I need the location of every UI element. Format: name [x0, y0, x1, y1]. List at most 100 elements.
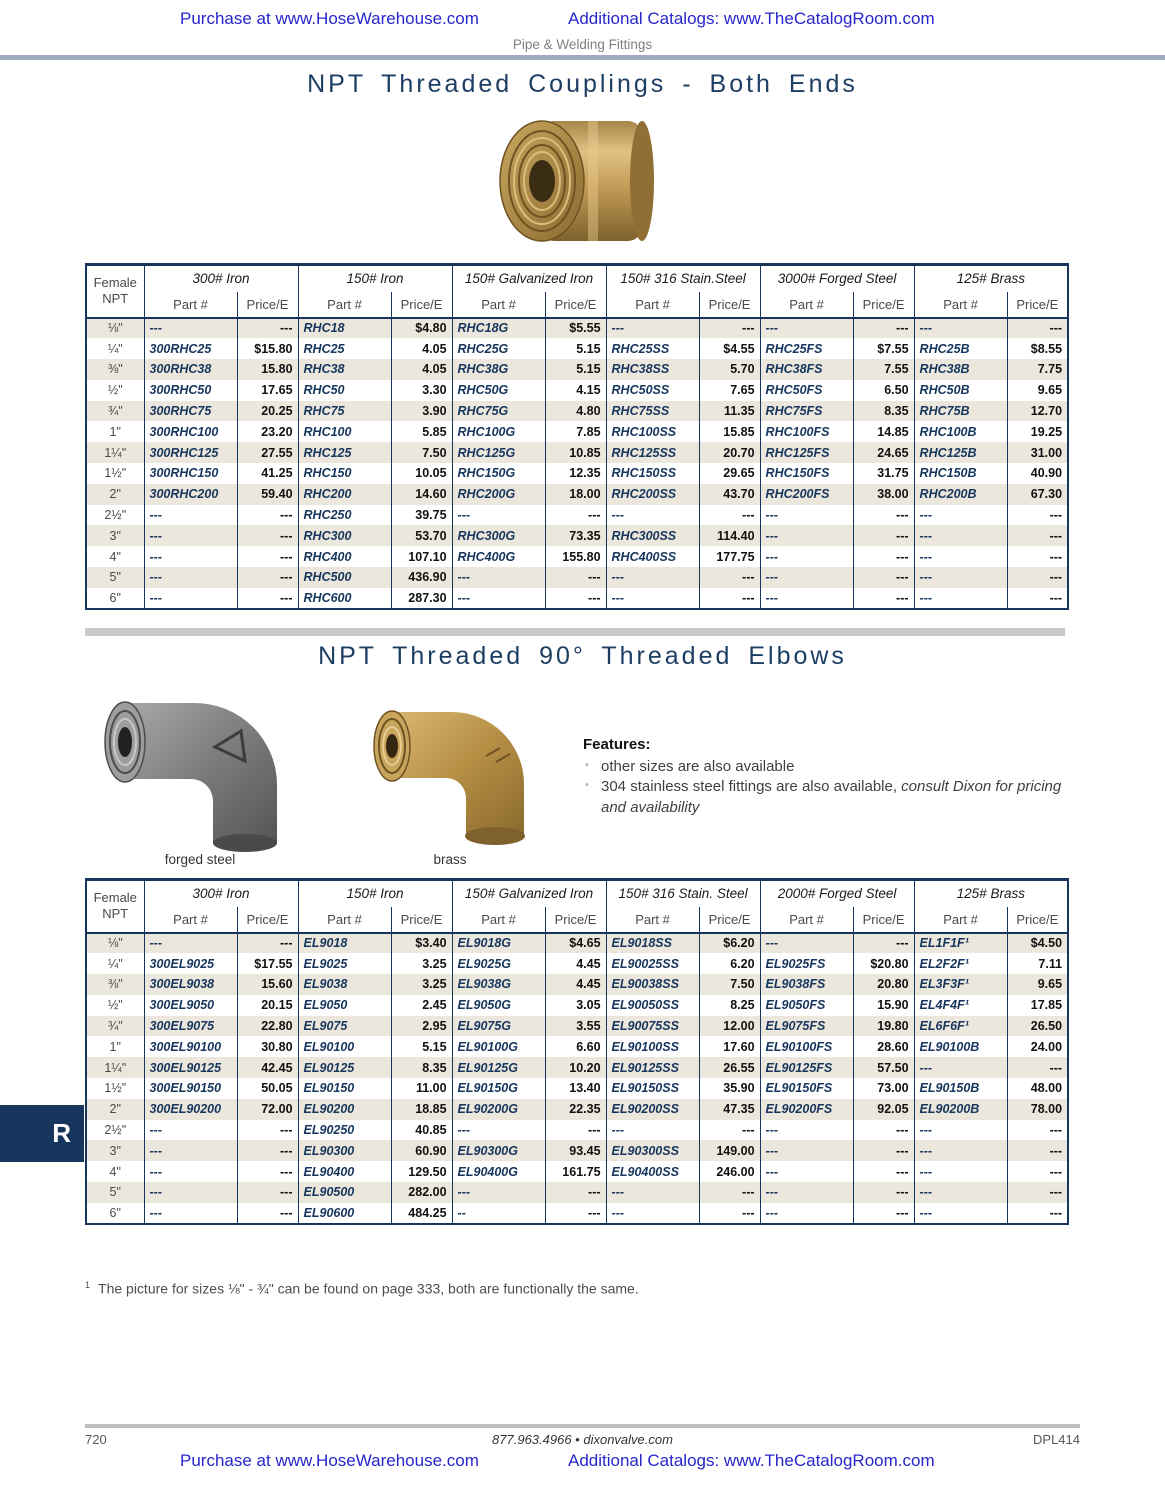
- price-cell: ---: [852, 504, 915, 526]
- part-number-cell: RHC200: [297, 483, 392, 505]
- price-cell: 4.45: [544, 953, 607, 975]
- price-cell: 129.50: [390, 1161, 453, 1183]
- price-cell: ---: [852, 1140, 915, 1162]
- part-number-cell: ---: [759, 504, 854, 526]
- features-block: Features: other sizes are also available…: [583, 736, 1063, 818]
- part-number-cell: RHC125: [297, 442, 392, 464]
- price-cell: 19.25: [1006, 421, 1069, 443]
- part-number-cell: ---: [759, 546, 854, 568]
- part-number-cell: EL9075G: [451, 1015, 546, 1037]
- price-cell: ---: [852, 567, 915, 588]
- top-link-hosewarehouse[interactable]: Purchase at www.HoseWarehouse.com: [180, 9, 479, 28]
- price-cell: 5.15: [390, 1036, 453, 1058]
- size-cell: 2": [85, 483, 144, 505]
- price-cell: 20.15: [236, 994, 299, 1016]
- part-number-cell: EL90150G: [451, 1078, 546, 1099]
- size-cell: ½": [85, 994, 144, 1016]
- part-number-cell: EL9075: [297, 1015, 392, 1037]
- part-number-cell: RHC38G: [451, 359, 546, 380]
- part-number-cell: EL9025: [297, 953, 392, 975]
- part-number-cell: RHC50FS: [759, 379, 854, 401]
- part-header: Part #: [143, 291, 237, 318]
- part-number-cell: ---: [913, 1057, 1008, 1079]
- price-cell: 20.25: [236, 400, 299, 422]
- price-cell: 7.85: [544, 421, 607, 443]
- price-cell: 282.00: [390, 1182, 453, 1203]
- brass-elbow-image: [368, 698, 540, 853]
- part-number-cell: EL90300G: [451, 1140, 546, 1162]
- part-number-cell: ---: [605, 587, 700, 609]
- price-header: Price/E: [390, 291, 453, 318]
- part-number-cell: 300RHC25: [143, 338, 237, 360]
- part-number-cell: ---: [759, 1140, 854, 1162]
- price-cell: 7.50: [698, 974, 761, 995]
- part-number-cell: EL4F4F¹: [913, 994, 1008, 1016]
- part-number-cell: EL3F3F¹: [913, 974, 1008, 995]
- size-cell: 3": [85, 525, 144, 547]
- part-number-cell: EL90125SS: [605, 1057, 700, 1079]
- bottom-link-catalogroom[interactable]: Additional Catalogs: www.TheCatalogRoom.…: [568, 1451, 935, 1470]
- price-cell: 42.45: [236, 1057, 299, 1079]
- price-cell: 18.00: [544, 483, 607, 505]
- price-cell: $6.20: [698, 932, 761, 954]
- price-cell: ---: [1006, 525, 1069, 547]
- part-number-cell: RHC75B: [913, 400, 1008, 422]
- size-cell: 1½": [85, 463, 144, 484]
- part-number-cell: EL90100G: [451, 1036, 546, 1058]
- size-cell: 4": [85, 1161, 144, 1183]
- part-number-cell: 300EL9050: [143, 994, 237, 1016]
- price-header: Price/E: [390, 906, 453, 933]
- part-number-cell: RHC100FS: [759, 421, 854, 443]
- part-number-cell: RHC100B: [913, 421, 1008, 443]
- part-number-cell: ---: [143, 1119, 237, 1141]
- part-number-cell: EL90125FS: [759, 1057, 854, 1079]
- table-row: ⅛" --- --- EL9018 $3.40 EL9018G $4.65 EL9018SS $…: [85, 932, 1069, 954]
- part-number-cell: ---: [451, 504, 546, 526]
- price-cell: 24.00: [1006, 1036, 1069, 1058]
- table-row: 1¼" 300RHC125 27.55 RHC125 7.50 RHC125G 10.85 R…: [85, 442, 1069, 464]
- price-cell: ---: [852, 1119, 915, 1141]
- part-number-cell: EL90125: [297, 1057, 392, 1079]
- size-cell: ⅜": [85, 974, 144, 995]
- feature-item-1: other sizes are also available: [583, 757, 1063, 777]
- price-cell: 4.45: [544, 974, 607, 995]
- part-number-cell: ---: [143, 504, 237, 526]
- doc-code: DPL414: [1033, 1432, 1080, 1447]
- price-cell: 18.85: [390, 1098, 453, 1120]
- part-number-cell: RHC125B: [913, 442, 1008, 464]
- price-cell: ---: [544, 587, 607, 609]
- size-cell: 6": [85, 1202, 144, 1224]
- price-cell: 39.75: [390, 504, 453, 526]
- part-number-cell: EL90400G: [451, 1161, 546, 1183]
- price-cell: 14.60: [390, 483, 453, 505]
- page-number: 720: [85, 1432, 107, 1447]
- table-row: 1" 300EL90100 30.80 EL90100 5.15 EL90100G 6.60…: [85, 1036, 1069, 1058]
- group-header: 125# Brass: [913, 264, 1069, 292]
- price-cell: 484.25: [390, 1202, 453, 1224]
- price-cell: 7.75: [1006, 359, 1069, 380]
- price-cell: 72.00: [236, 1098, 299, 1120]
- price-cell: ---: [236, 1182, 299, 1203]
- price-cell: ---: [544, 1119, 607, 1141]
- part-number-cell: RHC25FS: [759, 338, 854, 360]
- size-column-header: Female NPT: [85, 264, 144, 318]
- part-number-cell: ---: [143, 932, 237, 954]
- price-header: Price/E: [1006, 906, 1069, 933]
- price-cell: 2.95: [390, 1015, 453, 1037]
- part-number-cell: 300EL90125: [143, 1057, 237, 1079]
- price-cell: 6.50: [852, 379, 915, 401]
- part-number-cell: EL90150: [297, 1078, 392, 1099]
- part-number-cell: RHC150G: [451, 463, 546, 484]
- top-link-catalogroom[interactable]: Additional Catalogs: www.TheCatalogRoom.…: [568, 9, 935, 28]
- part-number-cell: EL9038FS: [759, 974, 854, 995]
- part-number-cell: EL90100SS: [605, 1036, 700, 1058]
- part-number-cell: RHC75G: [451, 400, 546, 422]
- group-header: 150# 316 Stain. Steel: [605, 879, 761, 907]
- price-cell: ---: [236, 1161, 299, 1183]
- price-cell: ---: [1006, 1182, 1069, 1203]
- price-cell: 4.80: [544, 400, 607, 422]
- table-row: ½" 300EL9050 20.15 EL9050 2.45 EL9050G 3.05 EL9…: [85, 994, 1069, 1016]
- part-number-cell: RHC150B: [913, 463, 1008, 484]
- bottom-link-hosewarehouse[interactable]: Purchase at www.HoseWarehouse.com: [180, 1451, 479, 1470]
- size-cell: ⅛": [85, 932, 144, 954]
